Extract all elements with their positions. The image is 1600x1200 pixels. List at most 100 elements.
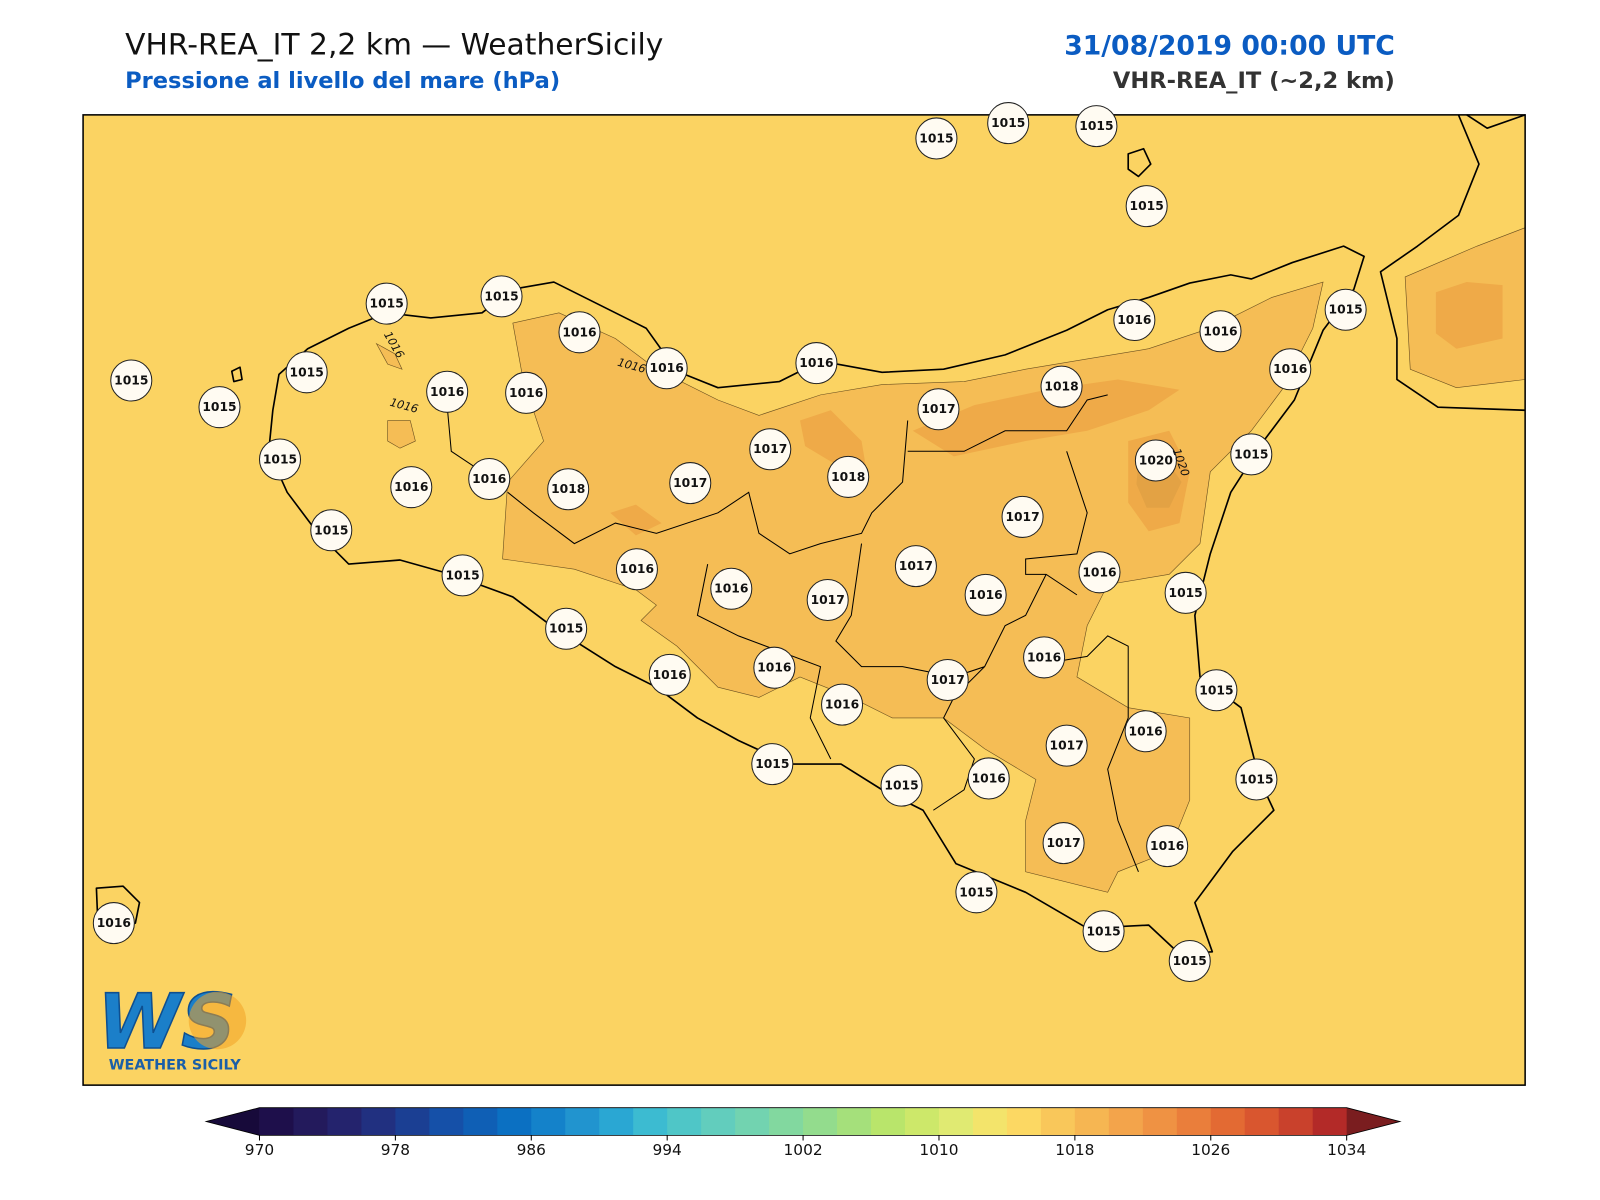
colorbar-tick-label: 1018 <box>1055 1141 1094 1159</box>
colorbar-bin <box>599 1107 634 1136</box>
station-marker <box>1075 105 1118 148</box>
station: 1016 <box>1146 825 1189 868</box>
date: 31/08/2019 00:00 UTC <box>1064 30 1395 61</box>
colorbar-bin <box>938 1107 974 1136</box>
shade-core <box>610 282 1503 536</box>
station-marker <box>468 457 511 500</box>
station-marker <box>545 607 588 650</box>
station: 1016 <box>753 646 796 689</box>
station-value: 1015 <box>1234 447 1268 461</box>
station: 1015 <box>1164 571 1207 614</box>
station-value: 1016 <box>394 480 428 494</box>
station-marker <box>258 438 302 481</box>
station-value: 1020 <box>1139 454 1173 468</box>
station: 1017 <box>749 428 792 471</box>
station-marker <box>505 371 548 414</box>
colorbar-bin <box>871 1107 906 1136</box>
colorbar-bin <box>1176 1107 1212 1136</box>
station-value: 1016 <box>1150 839 1184 853</box>
station-value: 1015 <box>202 400 236 414</box>
station-marker <box>751 743 794 786</box>
station: 1015 <box>1075 105 1118 148</box>
colorbar-bin <box>769 1107 804 1136</box>
station: 1015 <box>1235 758 1278 801</box>
station-value: 1017 <box>673 476 707 490</box>
colorbar-bin <box>565 1107 600 1136</box>
station: 1017 <box>894 545 937 588</box>
station-marker <box>821 683 864 726</box>
station: 1015 <box>955 871 998 914</box>
station: 1018 <box>1040 365 1083 408</box>
station-marker <box>1113 298 1156 342</box>
station: 1020 <box>1134 439 1177 482</box>
station: 1016 <box>92 902 135 945</box>
station: 1015 <box>1195 669 1238 712</box>
colorbar-bin <box>837 1107 872 1136</box>
colorbar-bin <box>429 1107 464 1136</box>
station-value: 1016 <box>1203 324 1237 338</box>
logo: WS WEATHER SICILY <box>97 977 247 1074</box>
station-marker <box>1125 185 1168 228</box>
colorbar-bin <box>1108 1107 1144 1136</box>
station: 1016 <box>1078 551 1121 594</box>
station-marker <box>894 545 937 588</box>
station-value: 1016 <box>757 661 791 675</box>
colorbar: 970 978 986 994 1002 1010 1018 1026 1034 <box>204 1107 1402 1159</box>
colorbar-bin <box>1074 1107 1110 1136</box>
station-marker <box>285 351 328 394</box>
station-marker <box>1001 495 1044 538</box>
station-marker <box>926 658 969 702</box>
station-marker <box>1195 669 1238 712</box>
station: 1016 <box>964 573 1007 616</box>
station-value: 1015 <box>1169 586 1203 600</box>
station-marker <box>1230 433 1273 476</box>
model: VHR-REA_IT (~2,2 km) <box>1113 68 1395 94</box>
station-value: 1016 <box>1082 565 1116 579</box>
colorbar-bin <box>293 1107 328 1136</box>
logo-text: WEATHER SICILY <box>109 1058 242 1074</box>
colorbar-extend <box>1346 1107 1400 1136</box>
station: 1016 <box>505 371 548 414</box>
station: 1018 <box>827 455 870 498</box>
station-marker <box>1134 439 1177 482</box>
station: 1015 <box>545 607 588 650</box>
title: VHR-REA_IT 2,2 km — WeatherSicily <box>125 27 663 62</box>
station-marker <box>749 428 792 471</box>
station: 1016 <box>967 757 1010 800</box>
station-value: 1016 <box>1273 362 1307 376</box>
station: 1015 <box>915 117 958 160</box>
station-value: 1015 <box>1199 683 1233 697</box>
station: 1016 <box>648 653 691 696</box>
colorbar-bin <box>803 1107 838 1136</box>
colorbar-bin <box>1142 1107 1178 1136</box>
colorbar-bin <box>633 1107 668 1136</box>
station: 1015 <box>1230 433 1273 476</box>
station-value: 1017 <box>1046 836 1080 850</box>
colorbar-bin <box>327 1107 362 1136</box>
station-value: 1017 <box>1005 510 1039 524</box>
station-marker <box>1146 825 1189 868</box>
station-marker <box>645 347 688 390</box>
colorbar-tick-label: 986 <box>517 1141 546 1159</box>
station-value: 1016 <box>825 698 859 712</box>
colorbar-bin <box>735 1107 770 1136</box>
colorbar-tick-label: 1034 <box>1327 1141 1366 1159</box>
station: 1015 <box>1168 940 1211 983</box>
station-value: 1015 <box>370 297 404 311</box>
station-value: 1016 <box>472 472 506 486</box>
station: 1015 <box>751 743 794 786</box>
coastline <box>1379 114 1526 412</box>
station-value: 1016 <box>969 588 1003 602</box>
station: 1015 <box>1324 288 1367 331</box>
station-marker <box>441 554 484 597</box>
station-marker <box>365 282 408 325</box>
station-value: 1017 <box>753 442 787 456</box>
station-marker <box>1324 288 1367 331</box>
station-value: 1016 <box>620 562 654 576</box>
station-value: 1016 <box>97 916 131 930</box>
colorbar-bin <box>497 1107 532 1136</box>
station: 1015 <box>365 282 408 325</box>
station-marker <box>92 902 135 945</box>
station-value: 1017 <box>811 593 845 607</box>
